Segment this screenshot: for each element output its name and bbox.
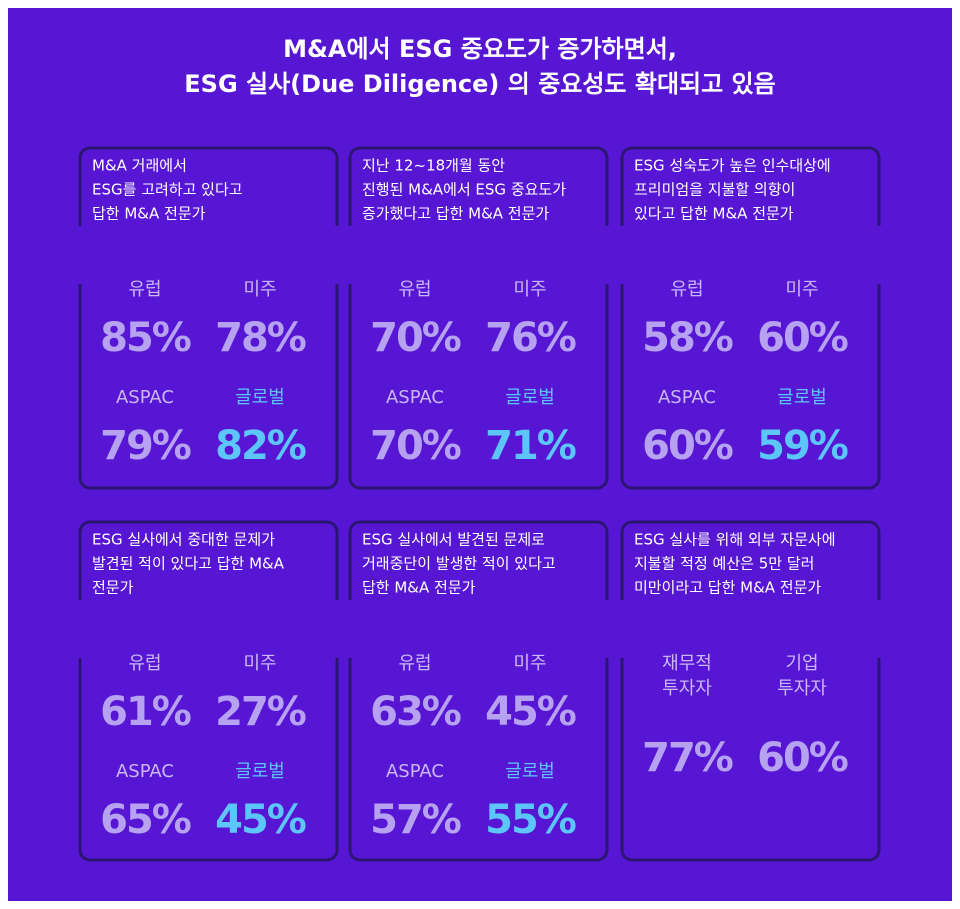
panel-gap — [77, 226, 340, 284]
stat-label: 유럽 — [128, 279, 161, 300]
stat-value: 27% — [215, 689, 306, 735]
stat-value: 58% — [642, 315, 733, 361]
stat-value: 70% — [370, 423, 461, 469]
panel-heading: 미만이라고 답한 M&A 전문가 — [634, 579, 821, 597]
stat-value: 65% — [100, 797, 191, 843]
stat-label: 글로벌 — [505, 761, 555, 782]
panel-heading: 있다고 답한 M&A 전문가 — [634, 205, 794, 223]
panel-heading: M&A 거래에서 — [92, 157, 187, 175]
panel-heading: ESG 실사를 위해 외부 자문사에 — [634, 531, 836, 549]
stat-label: ASPAC — [116, 387, 174, 408]
stat-label: 글로벌 — [235, 387, 285, 408]
stat-value: 61% — [100, 689, 191, 735]
panel-heading: 지불할 적정 예산은 5만 달러 — [634, 555, 814, 573]
stat-label: 미주 — [785, 279, 818, 300]
stat-value: 60% — [757, 315, 848, 361]
stat-label: ASPAC — [386, 387, 444, 408]
panel-gap — [619, 600, 882, 658]
stat-value: 77% — [642, 735, 733, 781]
stat-value: 85% — [100, 315, 191, 361]
panel-gap — [347, 226, 610, 284]
panel-heading: 지난 12~18개월 동안 — [362, 157, 505, 175]
stat-label: 기업 — [785, 653, 818, 674]
panel-gap — [347, 600, 610, 658]
stat-label: 글로벌 — [777, 387, 827, 408]
stat-label: 유럽 — [398, 653, 431, 674]
panel-heading: 답한 M&A 전문가 — [92, 205, 206, 223]
stat-value: 82% — [215, 423, 306, 469]
panel-heading: 전문가 — [92, 579, 134, 597]
stat-label: 유럽 — [670, 279, 703, 300]
panel-border — [348, 146, 609, 490]
title-line: M&A에서 ESG 중요도가 증가하면서, — [283, 35, 677, 63]
panel-border — [620, 520, 881, 862]
stat-value: 59% — [757, 423, 848, 469]
panel-heading: 진행된 M&A에서 ESG 중요도가 — [362, 181, 566, 199]
panel-border — [620, 146, 881, 490]
stat-value: 78% — [215, 315, 306, 361]
panel-heading: ESG를 고려하고 있다고 — [92, 181, 243, 199]
stat-value: 45% — [485, 689, 576, 735]
stat-label: 글로벌 — [235, 761, 285, 782]
stat-label: 유럽 — [398, 279, 431, 300]
stat-value: 76% — [485, 315, 576, 361]
stat-label: 미주 — [243, 279, 276, 300]
stat-label: 유럽 — [128, 653, 161, 674]
stat-value: 45% — [215, 797, 306, 843]
panel-heading: ESG 성숙도가 높은 인수대상에 — [634, 157, 831, 175]
stat-label: 투자자 — [662, 678, 712, 699]
stat-value: 57% — [370, 797, 461, 843]
panel-gap — [619, 226, 882, 284]
stat-label: ASPAC — [658, 387, 716, 408]
stat-value: 79% — [100, 423, 191, 469]
panel-heading: 발견된 적이 있다고 답한 M&A — [92, 555, 285, 573]
stat-value: 60% — [642, 423, 733, 469]
stat-label: 미주 — [513, 279, 546, 300]
stat-label: ASPAC — [116, 761, 174, 782]
panel-heading: ESG 실사에서 발견된 문제로 — [362, 531, 545, 549]
stat-value: 71% — [485, 423, 576, 469]
stat-label: 글로벌 — [505, 387, 555, 408]
panel-border — [348, 520, 609, 862]
stat-label: 재무적 — [662, 653, 712, 674]
stat-value: 55% — [485, 797, 576, 843]
panel-heading: 프리미엄을 지불할 의향이 — [634, 181, 795, 199]
stat-value: 60% — [757, 735, 848, 781]
panel-heading: 거래중단이 발생한 적이 있다고 — [362, 555, 556, 573]
panel-heading: 답한 M&A 전문가 — [362, 579, 476, 597]
title-line: ESG 실사(Due Diligence) 의 중요성도 확대되고 있음 — [184, 70, 775, 98]
stat-label: 투자자 — [777, 678, 827, 699]
panel-heading: ESG 실사에서 중대한 문제가 — [92, 531, 275, 549]
stat-value: 70% — [370, 315, 461, 361]
stat-value: 63% — [370, 689, 461, 735]
panel-border — [78, 520, 339, 862]
panel-gap — [77, 600, 340, 658]
panel-heading: 증가했다고 답한 M&A 전문가 — [362, 205, 549, 223]
stat-label: 미주 — [513, 653, 546, 674]
stat-label: 미주 — [243, 653, 276, 674]
stat-label: ASPAC — [386, 761, 444, 782]
background — [8, 8, 952, 901]
panel-border — [78, 146, 339, 490]
